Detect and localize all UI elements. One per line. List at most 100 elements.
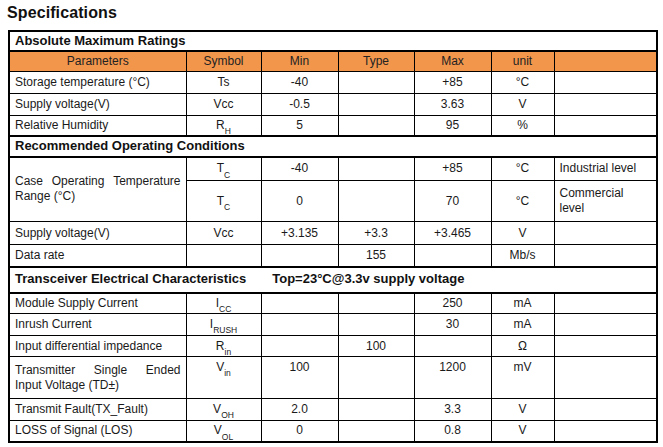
section-header-row: Absolute Maximum Ratings xyxy=(9,31,657,51)
note-cell xyxy=(554,93,657,115)
col-header-type: Type xyxy=(338,51,414,71)
unit-cell: Ω xyxy=(491,336,554,357)
type-cell xyxy=(338,399,414,421)
symbol-cell: Vin xyxy=(186,357,261,399)
section-heading: Absolute Maximum Ratings xyxy=(9,31,657,51)
symbol-cell: VOH xyxy=(186,399,261,421)
max-cell: 70 xyxy=(414,181,491,222)
unit-cell: mV xyxy=(491,357,554,399)
symbol-cell: RH xyxy=(186,115,261,136)
unit-cell: °C xyxy=(491,181,554,222)
type-cell xyxy=(338,181,414,222)
param-cell: Module Supply Current xyxy=(9,293,186,314)
table-row: LOSS of Signal (LOS) VOL 0 0.8 V xyxy=(9,421,657,442)
note-cell xyxy=(554,71,657,93)
unit-cell: V xyxy=(491,421,554,442)
note-cell xyxy=(554,314,657,336)
unit-cell: °C xyxy=(491,71,554,93)
max-cell: +3.465 xyxy=(414,222,491,245)
note-cell xyxy=(554,357,657,399)
symbol-cell xyxy=(186,245,261,267)
note-cell xyxy=(554,293,657,314)
min-cell: -40 xyxy=(261,71,338,93)
param-cell: Supply voltage(V) xyxy=(9,222,186,245)
min-cell xyxy=(261,336,338,357)
type-cell xyxy=(338,314,414,336)
min-cell: -0.5 xyxy=(261,93,338,115)
max-cell xyxy=(414,245,491,267)
note-cell: Commercial level xyxy=(554,181,657,222)
min-cell: 2.0 xyxy=(261,399,338,421)
unit-cell: mA xyxy=(491,293,554,314)
min-cell xyxy=(261,314,338,336)
type-cell: 100 xyxy=(338,336,414,357)
max-cell: 3.63 xyxy=(414,93,491,115)
type-cell xyxy=(338,421,414,442)
col-header-max: Max xyxy=(414,51,491,71)
symbol-cell: Vcc xyxy=(186,93,261,115)
min-cell xyxy=(261,245,338,267)
symbol-cell: Rin xyxy=(186,336,261,357)
param-cell: Inrush Current xyxy=(9,314,186,336)
note-cell: Industrial level xyxy=(554,157,657,181)
table-row: Inrush Current IRUSH 30 mA xyxy=(9,314,657,336)
param-cell: Supply voltage(V) xyxy=(9,93,186,115)
min-cell: 5 xyxy=(261,115,338,136)
max-cell: +85 xyxy=(414,71,491,93)
table-row: Module Supply Current ICC 250 mA xyxy=(9,293,657,314)
note-cell xyxy=(554,336,657,357)
section-condition-note: Top=23°C@3.3v supply voltage xyxy=(272,271,464,287)
table-row: Input differential impedance Rin 100 Ω xyxy=(9,336,657,357)
table-row: Data rate 155 Mb/s xyxy=(9,245,657,267)
section-header-row: Transceiver Electrical Characteristics T… xyxy=(9,267,657,293)
table-row: Storage temperature (°C) Ts -40 +85 °C xyxy=(9,71,657,93)
symbol-cell: ICC xyxy=(186,293,261,314)
type-cell xyxy=(338,93,414,115)
param-cell: Data rate xyxy=(9,245,186,267)
col-header-blank xyxy=(554,51,657,71)
type-cell xyxy=(338,293,414,314)
param-cell: Input differential impedance xyxy=(9,336,186,357)
min-cell: 100 xyxy=(261,357,338,399)
table-row: Transmitter Single Ended Input Voltage (… xyxy=(9,357,657,399)
symbol-cell: TC xyxy=(186,157,261,181)
unit-cell: V xyxy=(491,222,554,245)
section-header-row: Recommended Operating Conditions xyxy=(9,136,657,156)
min-cell: +3.135 xyxy=(261,222,338,245)
table-row: Supply voltage(V) Vcc +3.135 +3.3 +3.465… xyxy=(9,222,657,245)
symbol-cell: IRUSH xyxy=(186,314,261,336)
unit-cell: Mb/s xyxy=(491,245,554,267)
param-cell: Storage temperature (°C) xyxy=(9,71,186,93)
type-cell: 155 xyxy=(338,245,414,267)
type-cell: +3.3 xyxy=(338,222,414,245)
param-cell: Relative Humidity xyxy=(9,115,186,136)
unit-cell: V xyxy=(491,93,554,115)
symbol-cell: VOL xyxy=(186,421,261,442)
min-cell: 0 xyxy=(261,421,338,442)
unit-cell: mA xyxy=(491,314,554,336)
table-row: Transmit Fault(TX_Fault) VOH 2.0 3.3 V xyxy=(9,399,657,421)
min-cell: 0 xyxy=(261,181,338,222)
symbol-cell: Vcc xyxy=(186,222,261,245)
max-cell: 30 xyxy=(414,314,491,336)
specifications-table: Absolute Maximum Ratings Parameters Symb… xyxy=(8,30,658,443)
max-cell: +85 xyxy=(414,157,491,181)
unit-cell: % xyxy=(491,115,554,136)
max-cell: 95 xyxy=(414,115,491,136)
max-cell: 250 xyxy=(414,293,491,314)
section-heading: Transceiver Electrical Characteristics xyxy=(15,271,246,287)
col-header-min: Min xyxy=(261,51,338,71)
unit-cell: V xyxy=(491,399,554,421)
max-cell: 3.3 xyxy=(414,399,491,421)
symbol-cell: Ts xyxy=(186,71,261,93)
type-cell xyxy=(338,115,414,136)
col-header-unit: unit xyxy=(491,51,554,71)
type-cell xyxy=(338,157,414,181)
type-cell xyxy=(338,357,414,399)
unit-cell: °C xyxy=(491,157,554,181)
max-cell: 0.8 xyxy=(414,421,491,442)
table-row: Supply voltage(V) Vcc -0.5 3.63 V xyxy=(9,93,657,115)
table-row: Case Operating Temperature Range (°C) TC… xyxy=(9,157,657,181)
min-cell: -40 xyxy=(261,157,338,181)
note-cell xyxy=(554,245,657,267)
